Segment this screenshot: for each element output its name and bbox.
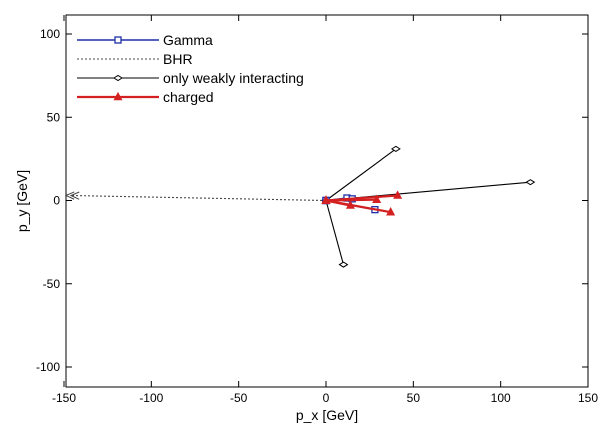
x-tick-label: -50 <box>230 391 248 405</box>
legend-label-gamma: Gamma <box>163 32 213 48</box>
legend-gamma-square-marker <box>114 36 122 44</box>
x-tick-label: 0 <box>323 391 330 405</box>
charged-segment <box>325 199 351 207</box>
charged-end-triangle-marker <box>386 207 396 216</box>
series-layer <box>64 145 536 268</box>
only-weakly-interacting-end-diamond-marker <box>338 261 349 268</box>
y-tick-label: -50 <box>43 277 61 291</box>
only-weakly-interacting-end-diamond-marker <box>390 145 401 152</box>
legend-label-only-weakly-interacting: only weakly interacting <box>163 70 304 86</box>
legend-charged-triangle-marker <box>113 91 123 101</box>
x-tick-label: 100 <box>491 391 511 405</box>
y-tick-label: -100 <box>36 360 60 374</box>
y-tick-label: 100 <box>40 27 60 41</box>
x-axis-label: p_x [GeV] <box>296 407 358 423</box>
charged-end-triangle-marker <box>372 194 382 203</box>
x-tick-label: -150 <box>52 391 76 405</box>
charged-end-triangle-marker <box>345 200 355 209</box>
y-axis-label: p_y [GeV] <box>14 170 30 232</box>
charged-end-triangle-marker <box>393 190 403 199</box>
y-tick-label: 50 <box>47 110 61 124</box>
bhr-end-arrow-marker <box>69 191 80 200</box>
series-bhr <box>64 191 327 202</box>
axis-ticks: -150 -100 -50 0 50 100 150 -100 -50 0 50 100 <box>36 15 598 405</box>
charged-start-triangle-marker <box>321 195 331 204</box>
legend: Gamma BHR only weakly interacting charged <box>77 32 304 105</box>
legend-label-charged: charged <box>163 89 214 105</box>
x-tick-label: -100 <box>139 391 163 405</box>
series-charged <box>321 190 403 216</box>
legend-only-weakly-interacting-diamond-marker <box>113 74 123 82</box>
x-tick-label: 50 <box>407 391 421 405</box>
only-weakly-interacting-segment <box>325 148 397 201</box>
y-tick-label: 0 <box>53 194 60 208</box>
bhr-end-arrow-marker <box>64 191 75 200</box>
only-weakly-interacting-end-diamond-marker <box>525 179 536 186</box>
charged-segment <box>325 198 377 202</box>
x-tick-label: 150 <box>578 391 598 405</box>
bhr-segment <box>70 194 327 202</box>
only-weakly-interacting-segment <box>325 200 344 265</box>
legend-label-bhr: BHR <box>163 51 193 67</box>
